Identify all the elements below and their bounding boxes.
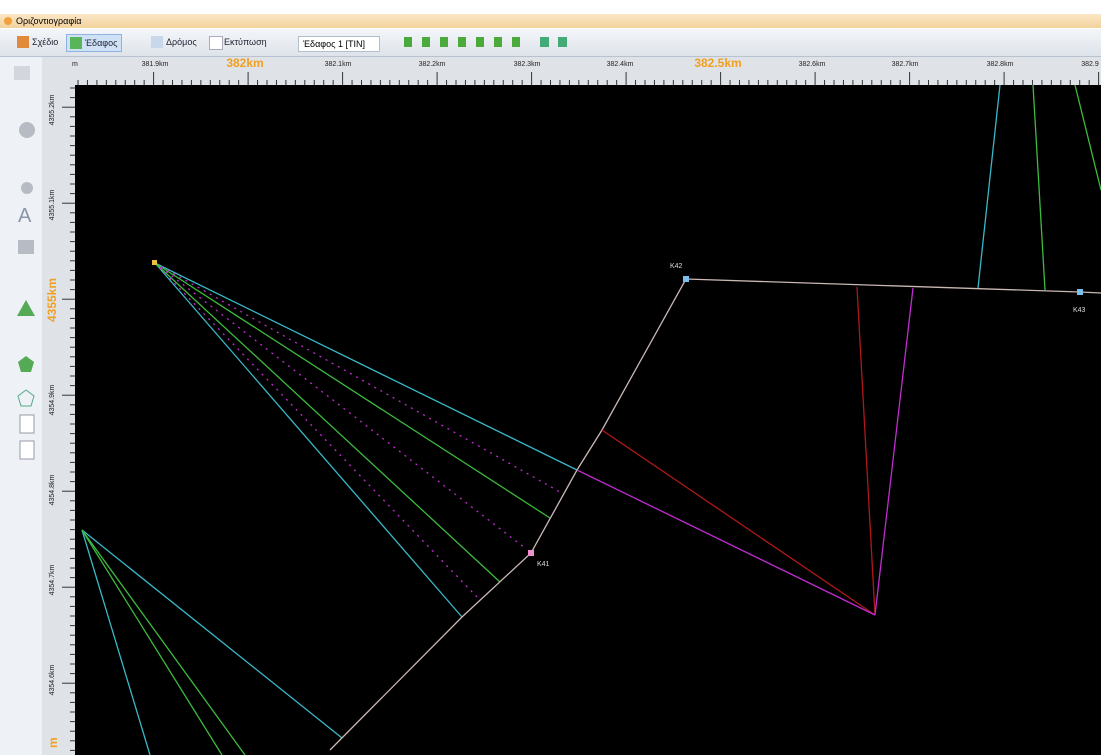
- point-label: K43: [1073, 307, 1086, 314]
- ruler-label: 382.6km: [799, 61, 826, 68]
- ruler-left: [42, 57, 75, 755]
- ruler-label: 4355km: [45, 278, 59, 322]
- tool-icons[interactable]: [404, 37, 524, 47]
- ruler-label: 382.5km: [694, 56, 741, 70]
- ruler-label: 382.9: [1081, 61, 1099, 68]
- tab[interactable]: Σχέδιο: [14, 34, 62, 50]
- tab[interactable]: Έδαφος: [66, 34, 123, 52]
- point-marker[interactable]: [1077, 289, 1083, 295]
- point-labels: K41 K42 K43: [537, 263, 1086, 568]
- ruler-label: 4355.1km: [49, 189, 56, 220]
- tab[interactable]: Εκτύπωση: [206, 34, 271, 50]
- ruler-label: 382km: [226, 56, 263, 70]
- tab-label: Δρόμος: [166, 37, 197, 47]
- window-title: Οριζοντιογραφία: [16, 16, 82, 26]
- tool-icons[interactable]: [540, 37, 570, 47]
- point-marker[interactable]: [152, 260, 157, 265]
- drawing: [81, 84, 1101, 755]
- point-marker[interactable]: [683, 276, 689, 282]
- ruler-labels: 381.9km 382km 382.1km 382.2km 382.3km 382.4km…: [45, 56, 1099, 748]
- ruler-label: 382.7km: [892, 61, 919, 68]
- ruler-label: 382.3km: [514, 61, 541, 68]
- ruler-label: 382.4km: [607, 61, 634, 68]
- ruler-label: m: [46, 737, 60, 748]
- ruler-label: 4354.8km: [49, 474, 56, 505]
- tab[interactable]: Δρόμος: [148, 34, 201, 50]
- title-bar: Οριζοντιογραφία: [0, 14, 1101, 28]
- left-tools[interactable]: A: [14, 66, 35, 460]
- drawing-canvas[interactable]: [75, 85, 1101, 755]
- svg-text:A: A: [18, 205, 32, 227]
- ruler-label: 381.9km: [142, 61, 169, 68]
- tab-label: Εκτύπωση: [224, 37, 267, 47]
- ruler-label: 382.2km: [419, 61, 446, 68]
- toolbar: Σχέδιο Έδαφος Δρόμος Εκτύπωση Έδαφος 1 […: [0, 29, 1101, 57]
- ruler-label: 4354.7km: [49, 564, 56, 595]
- tab-label: Έδαφος: [85, 38, 118, 48]
- point-marker[interactable]: [528, 550, 534, 556]
- ruler-top: [42, 57, 1101, 85]
- ruler-ticks: [62, 72, 1100, 751]
- ruler-label: m: [72, 61, 78, 68]
- dropdown[interactable]: Έδαφος 1 [TIN]: [298, 36, 380, 52]
- dropdown-label: Έδαφος 1 [TIN]: [303, 39, 365, 49]
- ruler-label: 382.8km: [987, 61, 1014, 68]
- ruler-label: 382.1km: [325, 61, 352, 68]
- ruler-label: 4354.6km: [49, 664, 56, 695]
- tab-label: Σχέδιο: [32, 37, 59, 47]
- ruler-label: 4355.2km: [49, 94, 56, 125]
- point-label: K42: [670, 263, 683, 270]
- ruler-label: 4354.9km: [49, 384, 56, 415]
- point-label: K41: [537, 561, 550, 568]
